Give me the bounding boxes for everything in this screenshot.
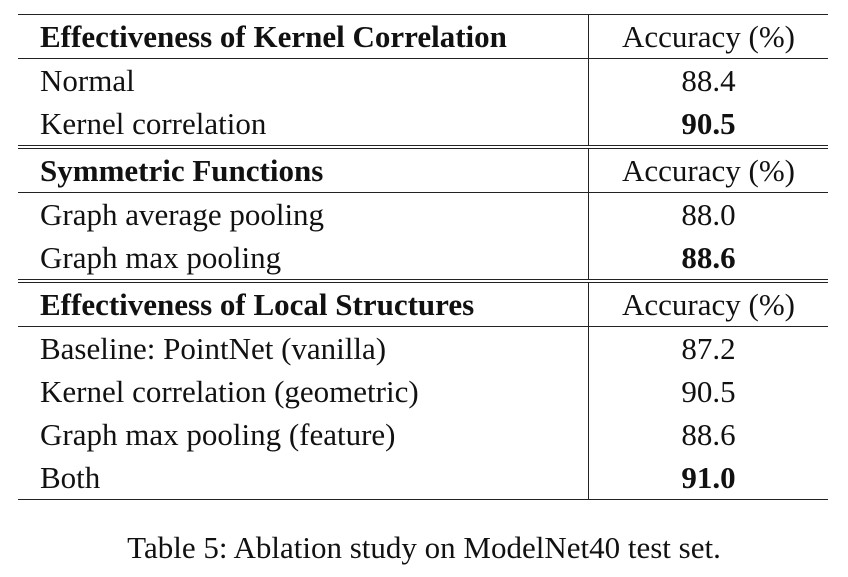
table-row: Both 91.0	[18, 456, 828, 499]
row-label: Graph average pooling	[18, 193, 589, 236]
section-kernel-correlation: Effectiveness of Kernel Correlation Accu…	[18, 15, 828, 145]
row-value-best: 91.0	[681, 460, 736, 495]
row-value: 88.6	[681, 417, 736, 452]
section-header-accuracy: Accuracy (%)	[622, 19, 795, 54]
section-header-accuracy: Accuracy (%)	[622, 153, 795, 188]
section-header-row: Symmetric Functions Accuracy (%)	[18, 149, 828, 193]
row-label: Baseline: PointNet (vanilla)	[18, 327, 589, 370]
table-bottom-rule	[18, 499, 828, 500]
row-label: Normal	[18, 59, 589, 102]
row-label: Kernel correlation	[18, 102, 589, 145]
table-row: Graph average pooling 88.0	[18, 193, 828, 236]
row-value: 88.0	[681, 197, 736, 232]
table-row: Normal 88.4	[18, 59, 828, 102]
table-row: Baseline: PointNet (vanilla) 87.2	[18, 327, 828, 370]
section-divider	[18, 279, 828, 283]
row-value: 90.5	[681, 374, 736, 409]
section-local-structures: Effectiveness of Local Structures Accura…	[18, 283, 828, 499]
row-label: Graph max pooling	[18, 236, 589, 279]
ablation-table: Effectiveness of Kernel Correlation Accu…	[18, 14, 828, 500]
table-top-rule	[18, 14, 828, 15]
section-header-title: Effectiveness of Local Structures	[18, 283, 589, 326]
table-caption: Table 5: Ablation study on ModelNet40 te…	[127, 530, 721, 565]
table-row: Graph max pooling 88.6	[18, 236, 828, 279]
row-value: 87.2	[681, 331, 736, 366]
table-row: Kernel correlation 90.5	[18, 102, 828, 145]
row-label: Graph max pooling (feature)	[18, 413, 589, 456]
section-header-row: Effectiveness of Kernel Correlation Accu…	[18, 15, 828, 59]
section-symmetric-functions: Symmetric Functions Accuracy (%) Graph a…	[18, 149, 828, 279]
table-row: Kernel correlation (geometric) 90.5	[18, 370, 828, 413]
section-header-title: Symmetric Functions	[18, 149, 589, 192]
section-header-title: Effectiveness of Kernel Correlation	[18, 15, 589, 58]
section-header-accuracy: Accuracy (%)	[622, 287, 795, 322]
row-value-best: 90.5	[681, 106, 736, 141]
row-value-best: 88.6	[681, 240, 736, 275]
section-divider	[18, 145, 828, 149]
row-label: Both	[18, 456, 589, 499]
table-row: Graph max pooling (feature) 88.6	[18, 413, 828, 456]
section-header-row: Effectiveness of Local Structures Accura…	[18, 283, 828, 327]
row-label: Kernel correlation (geometric)	[18, 370, 589, 413]
row-value: 88.4	[681, 63, 736, 98]
